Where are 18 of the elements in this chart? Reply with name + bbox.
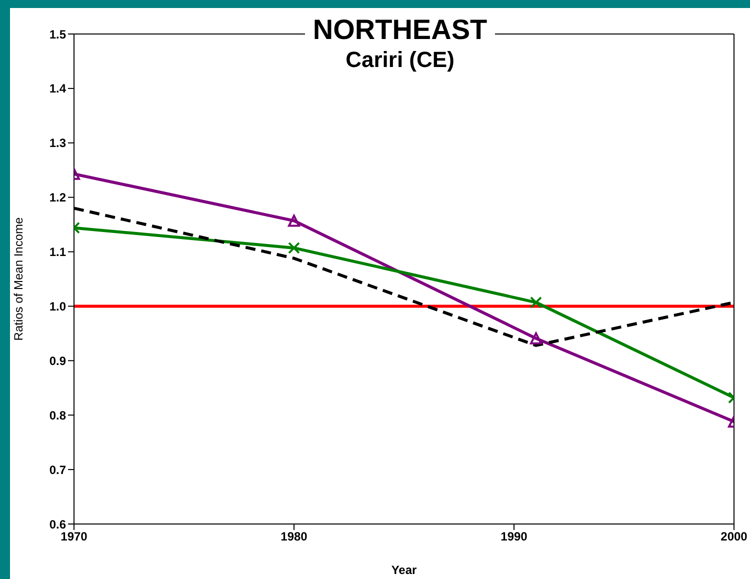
x-tick-label: 1990 <box>500 530 528 544</box>
y-tick-label: 1.2 <box>49 190 66 205</box>
y-tick-label: 1.5 <box>49 27 66 42</box>
y-tick-label: 1.0 <box>49 299 66 314</box>
y-tick-label: 0.8 <box>49 408 66 422</box>
y-tick-label: 0.6 <box>49 517 66 532</box>
y-tick-label: 0.9 <box>49 354 66 368</box>
y-axis-title: Ratios of Mean Income <box>11 216 26 341</box>
chart-title: NORTHEAST <box>304 14 496 45</box>
x-tick-label: 1980 <box>280 530 308 544</box>
y-tick-label: 0.7 <box>49 462 66 477</box>
x-tick-label: 2000 <box>720 530 748 544</box>
y-tick-label: 1.1 <box>49 245 66 260</box>
y-tick-label: 1.4 <box>49 82 66 96</box>
y-tick-label: 1.3 <box>49 136 66 150</box>
x-tick-label: 1970 <box>60 530 88 544</box>
x-axis-title: Year <box>391 563 418 577</box>
text: Cariri (CE) <box>346 47 454 72</box>
